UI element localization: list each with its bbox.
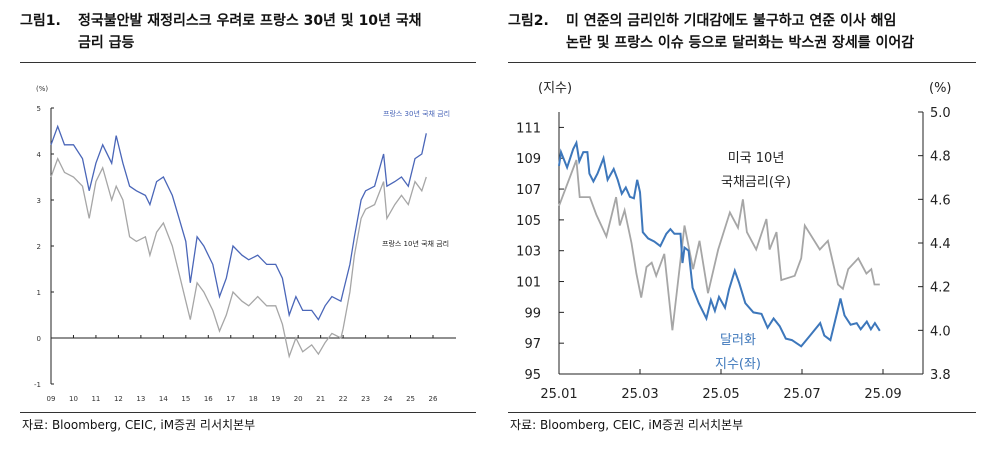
y-tick-label: 3 [37, 197, 41, 205]
left-y-tick-label: 97 [524, 337, 541, 352]
y-tick-label: 1 [37, 289, 41, 297]
x-tick-label: 15 [181, 395, 190, 403]
x-tick-label: 25.01 [540, 387, 577, 402]
series-line-fr30 [50, 124, 427, 321]
y-tick-label: 5 [37, 105, 41, 113]
figure1-title-rule [20, 62, 476, 63]
left-y-tick-label: 107 [516, 183, 541, 198]
right-y-tick-label: 4.8 [930, 150, 951, 165]
right-axis-unit: (%) [929, 81, 952, 96]
right-y-tick-label: 4.4 [930, 237, 951, 252]
x-tick-label: 22 [339, 395, 348, 403]
series-label-fr10: 프랑스 10년 국채 금리 [382, 239, 449, 248]
x-tick-label: 20 [294, 395, 303, 403]
x-tick-label: 16 [204, 395, 213, 403]
right-y-tick-label: 5.0 [930, 106, 951, 121]
dxy-label-line1: 달러화 [720, 333, 756, 348]
x-tick-label: 26 [429, 395, 438, 403]
left-y-tick-label: 103 [516, 245, 541, 260]
right-y-tick-label: 4.6 [930, 193, 951, 208]
figure1-title-line1: 정국불안발 재정리스크 우려로 프랑스 30년 및 10년 국채 [78, 13, 422, 29]
x-tick-label: 21 [316, 395, 325, 403]
left-y-tick-label: 109 [516, 152, 541, 167]
right-y-tick-label: 4.0 [930, 324, 951, 339]
x-tick-label: 25.07 [783, 387, 820, 402]
figure1-source-rule [20, 412, 476, 413]
x-tick-label: 19 [271, 395, 280, 403]
x-tick-label: 11 [91, 395, 100, 403]
x-tick-label: 25.09 [864, 387, 901, 402]
figure1-title-line2: 금리 급등 [78, 35, 135, 51]
dxy-label-line2: 지수(좌) [715, 357, 761, 372]
left-y-tick-label: 99 [524, 306, 541, 321]
figure2-title-rule [508, 62, 976, 63]
x-tick-label: 25 [406, 395, 415, 403]
x-tick-label: 13 [136, 395, 145, 403]
series-label-fr30: 프랑스 30년 국채 금리 [383, 109, 450, 118]
figure1-source: 자료: Bloomberg, CEIC, iM증권 리서치본부 [22, 418, 256, 432]
y-tick-label: 0 [37, 335, 41, 343]
x-tick-label: 17 [226, 395, 235, 403]
figure2-source-rule [508, 412, 976, 413]
x-tick-label: 10 [69, 395, 78, 403]
series-line-us10y [558, 159, 880, 331]
ust-label-line2: 국채금리(우) [721, 175, 791, 190]
left-y-tick-label: 101 [516, 276, 541, 291]
y-axis-unit: (%) [36, 85, 48, 93]
x-tick-label: 14 [159, 395, 168, 403]
right-y-tick-label: 4.2 [930, 281, 951, 296]
x-tick-label: 09 [47, 395, 56, 403]
x-tick-label: 25.03 [621, 387, 658, 402]
figure2-chart: (지수) (%) 95 97 99 101 103 105 107 109 111 3.8 4.0 4.2… [516, 81, 951, 402]
figure2-title: 그림2. 미 연준의 금리인하 기대감에도 불구하고 연준 이사 해임 논란 및 … [508, 10, 914, 54]
figure2-title-line1: 미 연준의 금리인하 기대감에도 불구하고 연준 이사 해임 [566, 13, 897, 29]
ust-label-line1: 미국 10년 [728, 151, 785, 166]
x-tick-label: 23 [361, 395, 370, 403]
x-tick-label: 18 [249, 395, 258, 403]
y-tick-label: -1 [34, 381, 41, 389]
y-tick-label: 2 [37, 243, 41, 251]
left-axis-unit: (지수) [538, 81, 572, 96]
right-y-tick-label: 3.8 [930, 368, 951, 383]
x-tick-label: 25.05 [702, 387, 739, 402]
y-tick-label: 4 [37, 151, 42, 159]
figure2-source: 자료: Bloomberg, CEIC, iM증권 리서치본부 [510, 418, 744, 432]
left-y-tick-label: 105 [516, 214, 541, 229]
figure2-title-line2: 논란 및 프랑스 이슈 등으로 달러화는 박스권 장세를 이어감 [566, 35, 915, 51]
series-line-fr10 [50, 156, 427, 359]
figure2-number: 그림2. [508, 13, 549, 29]
figure1-title: 그림1. 정국불안발 재정리스크 우려로 프랑스 30년 및 10년 국채 금리 … [20, 10, 422, 54]
series-line-dollar-index [558, 139, 881, 348]
figure1-number: 그림1. [20, 13, 61, 29]
left-y-tick-label: 95 [524, 368, 541, 383]
left-y-tick-label: 111 [516, 121, 541, 136]
x-tick-label: 12 [114, 395, 123, 403]
x-tick-label: 24 [384, 395, 393, 403]
